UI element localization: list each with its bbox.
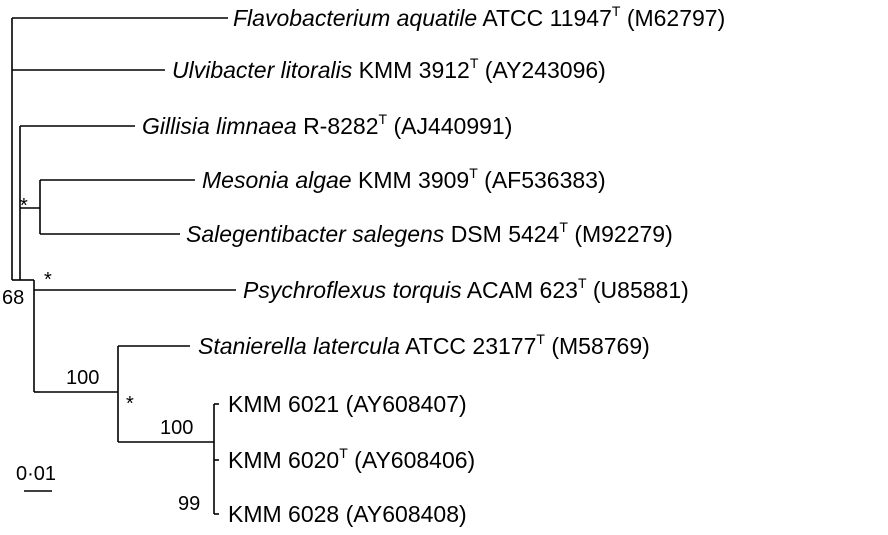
support-value-mesonia-node: *	[20, 195, 28, 217]
support-value-100-lower: 100	[160, 417, 193, 439]
support-values: 68 * * 100 * 100 99	[2, 195, 200, 515]
tip-label-mesonia: Mesonia algae KMM 3909T (AF536383)	[202, 165, 606, 193]
tip-label-salegentibacter: Salegentibacter salegens DSM 5424T (M922…	[186, 219, 673, 247]
tip-label-kmm6021: KMM 6021 (AY608407)	[228, 391, 467, 417]
tip-label-ulvibacter: Ulvibacter litoralis KMM 3912T (AY243096…	[172, 55, 606, 83]
support-value-99: 99	[178, 493, 200, 515]
tip-label-gillisia: Gillisia limnaea R-8282T (AJ440991)	[142, 111, 512, 139]
tip-labels: Flavobacterium aquatile ATCC 11947T (M62…	[142, 3, 725, 527]
tip-label-kmm6020: KMM 6020T (AY608406)	[228, 445, 475, 473]
tree-branches	[11, 17, 236, 515]
support-value-68: 68	[2, 287, 24, 309]
support-value-psychro-node: *	[44, 269, 52, 291]
tip-label-flavobacterium: Flavobacterium aquatile ATCC 11947T (M62…	[233, 3, 725, 31]
support-value-100-upper: 100	[66, 367, 99, 389]
tip-label-psychroflexus: Psychroflexus torquis ACAM 623T (U85881)	[243, 275, 689, 303]
tip-label-kmm6028: KMM 6028 (AY608408)	[228, 501, 467, 527]
tip-label-stanierella: Stanierella latercula ATCC 23177T (M5876…	[198, 331, 650, 359]
support-value-kmm-node: *	[126, 393, 134, 415]
scale-bar-label: 0·01	[16, 463, 56, 485]
